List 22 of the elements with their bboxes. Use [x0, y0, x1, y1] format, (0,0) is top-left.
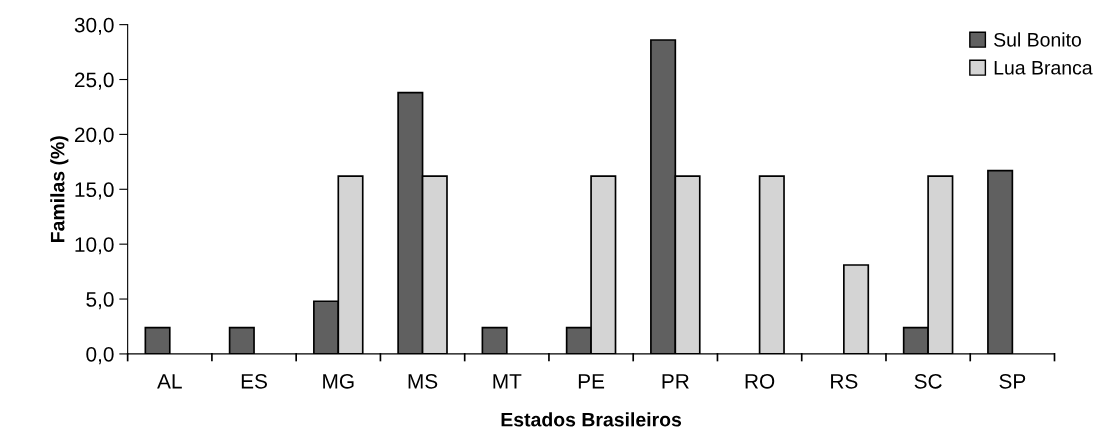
x-tick-label: MT — [493, 374, 522, 389]
y-tick-label: 30,0 — [74, 17, 114, 35]
x-tick-label: PR — [662, 374, 689, 389]
legend-label: Sul Bonito — [994, 32, 1081, 47]
x-tick-label: ES — [241, 373, 267, 389]
x-tick-label: RS — [831, 373, 858, 389]
y-tick-label: 5,0 — [86, 292, 114, 310]
x-tick-label: MS — [408, 373, 438, 389]
x-tick-label: AL — [157, 374, 182, 389]
y-tick-label: 15,0 — [75, 182, 114, 200]
legend-label: Lua Branca — [994, 61, 1093, 75]
x-tick-label: SC — [914, 373, 942, 389]
y-tick-label: 0,0 — [86, 346, 114, 365]
x-axis-title: Estados Brasileiros — [501, 412, 682, 427]
x-tick-label: RO — [745, 373, 775, 389]
y-tick-label: 20,0 — [74, 127, 114, 145]
y-tick-label: 25,0 — [74, 72, 114, 90]
y-axis-title: Familas (%) — [50, 136, 69, 242]
x-tick-label: SP — [999, 373, 1026, 389]
y-tick-label: 10,0 — [75, 237, 114, 255]
x-tick-label: MG — [323, 373, 354, 389]
x-tick-label: PE — [578, 374, 605, 389]
